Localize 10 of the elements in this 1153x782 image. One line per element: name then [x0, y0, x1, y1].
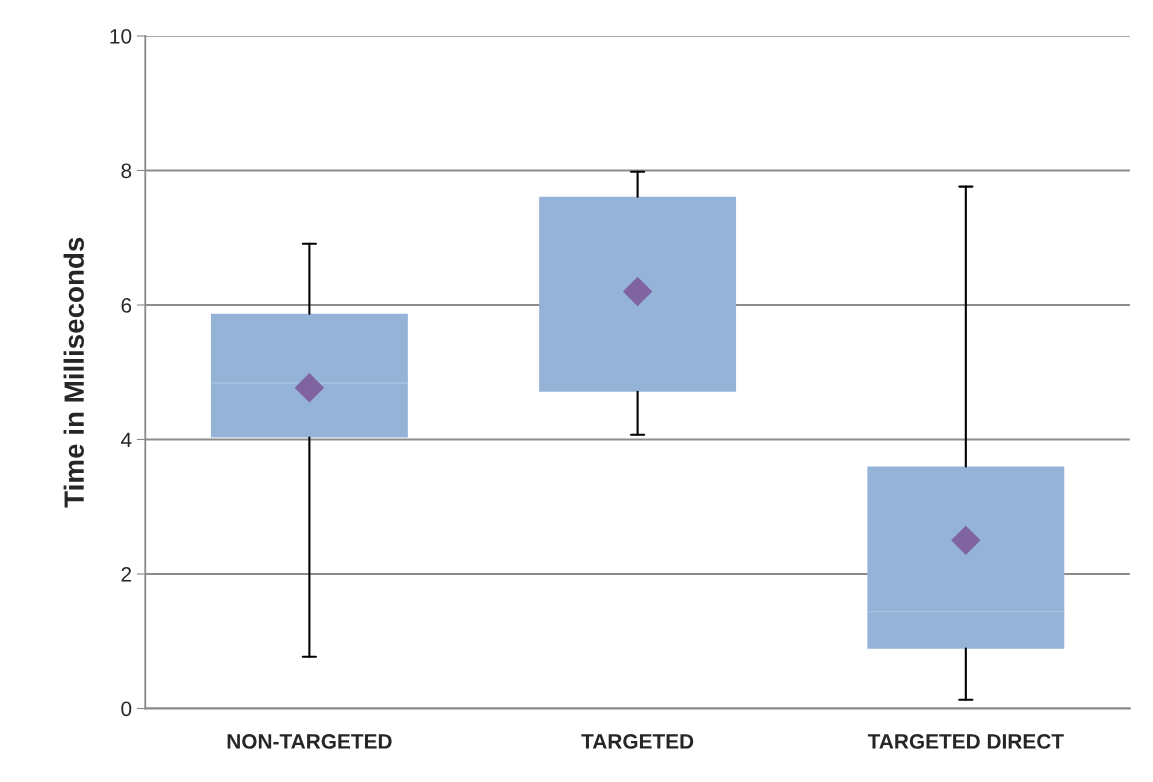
y-tick-label: 10	[110, 28, 132, 44]
x-tick-label: TARGETED	[581, 734, 694, 749]
y-axis-title: Time in Milliseconds	[63, 237, 84, 508]
y-tick-label: 6	[121, 297, 132, 313]
y-tick-label: 2	[121, 566, 132, 582]
x-tick-label: TARGETED DIRECT	[867, 734, 1064, 749]
y-tick-label: 4	[120, 432, 132, 448]
y-tick-label: 0	[121, 701, 132, 717]
y-tick-label: 8	[121, 163, 132, 179]
x-tick-label: NON-TARGETED	[227, 734, 392, 749]
